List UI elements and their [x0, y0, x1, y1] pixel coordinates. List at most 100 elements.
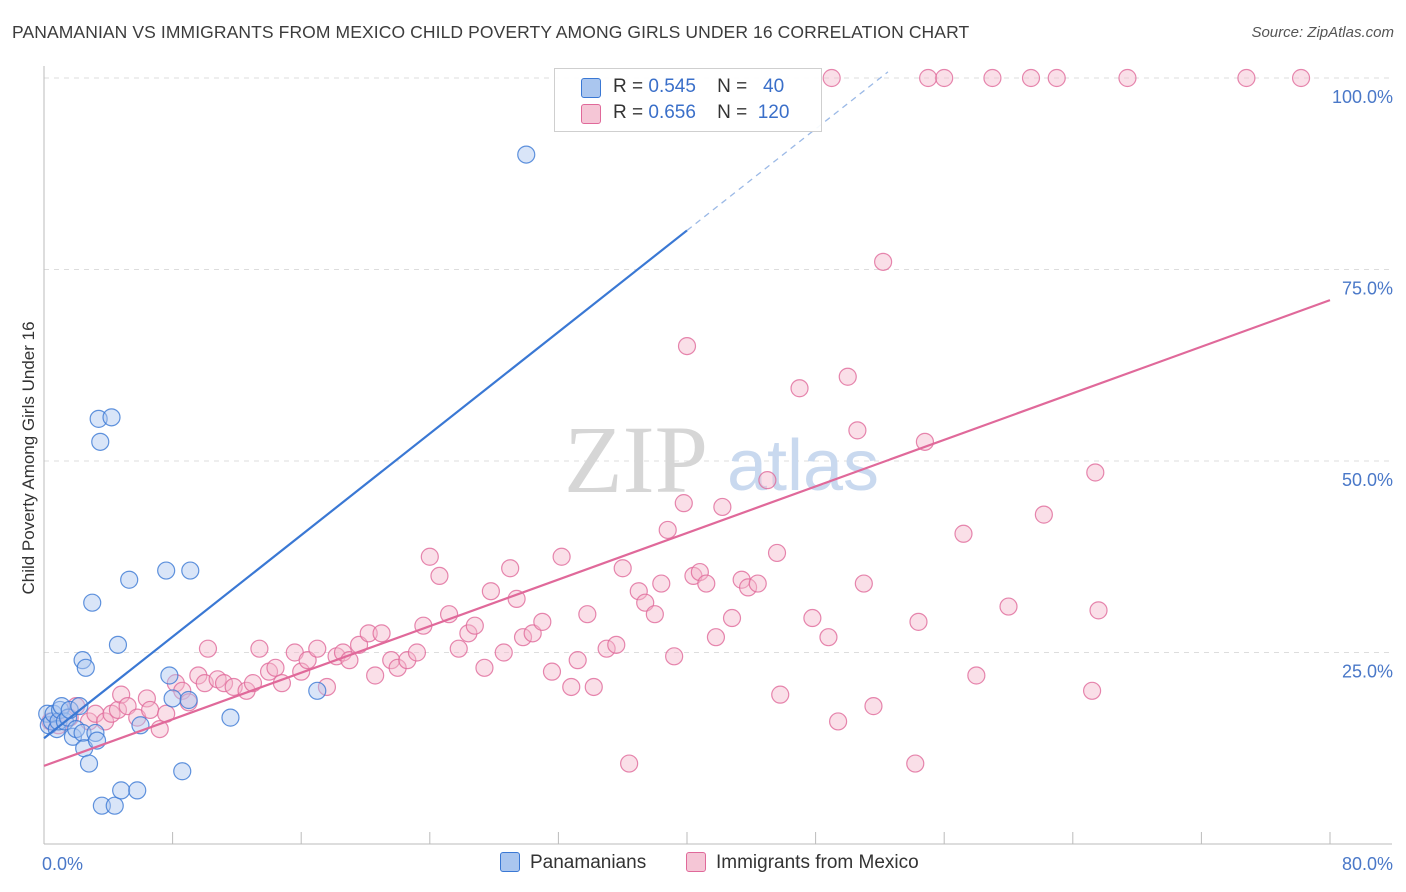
- legend-r-value: 0.545: [648, 76, 696, 97]
- legend-r-label: R =: [613, 76, 644, 97]
- data-point: [1237, 68, 1256, 88]
- data-point: [584, 677, 603, 697]
- data-point: [250, 639, 269, 658]
- data-point: [407, 643, 427, 662]
- data-point: [597, 639, 616, 658]
- data-point: [83, 593, 102, 612]
- axes: [43, 66, 1392, 845]
- data-point: [738, 578, 758, 597]
- bottom-legend-panamanians: Panamanians: [500, 852, 646, 874]
- data-point: [308, 639, 327, 658]
- data-point: [420, 547, 439, 566]
- legend-swatch-pink: [581, 104, 601, 124]
- data-point: [308, 681, 327, 700]
- data-point: [1291, 68, 1311, 88]
- data-point: [919, 68, 938, 88]
- data-point: [475, 658, 494, 677]
- data-point: [983, 68, 1002, 88]
- legend-label-panamanians: Panamanians: [530, 852, 647, 873]
- data-point: [854, 574, 873, 593]
- x-tick-label: 80.0%: [1342, 854, 1393, 874]
- data-point: [105, 796, 124, 815]
- data-point: [562, 677, 581, 697]
- series-panamanians: [38, 145, 536, 815]
- data-point: [790, 379, 809, 398]
- data-point: [243, 674, 263, 693]
- data-point: [366, 666, 385, 685]
- legend-n-label: N =: [717, 76, 748, 97]
- legend-swatch-blue: [500, 852, 520, 872]
- grid-lines: [44, 77, 1392, 653]
- data-point: [91, 432, 110, 451]
- data-point: [819, 628, 838, 647]
- data-point: [771, 685, 790, 704]
- data-point: [1086, 463, 1105, 482]
- data-point: [568, 651, 587, 670]
- data-point: [1118, 68, 1137, 88]
- data-point: [954, 524, 973, 543]
- legend-r-label: R =: [613, 102, 644, 123]
- data-point: [629, 582, 648, 601]
- data-point: [112, 685, 131, 704]
- data-point: [140, 700, 160, 720]
- data-point: [822, 68, 841, 88]
- data-point: [713, 497, 732, 517]
- data-point: [767, 543, 787, 563]
- data-point: [79, 754, 99, 773]
- data-point: [372, 624, 391, 643]
- data-point: [909, 612, 928, 631]
- data-point: [92, 796, 111, 815]
- correlation-legend: R = 0.545 N = 40 R = 0.656 N = 120: [554, 68, 822, 132]
- data-point: [758, 471, 777, 490]
- trend-line-panamanians: [43, 229, 688, 740]
- watermark-atlas: atlas: [727, 426, 879, 506]
- data-point: [128, 781, 147, 800]
- legend-r-value: 0.656: [648, 102, 696, 123]
- trend-line-immigrants-from-mexico: [43, 299, 1331, 767]
- data-point: [359, 624, 378, 643]
- tick-labels: 25.0% 50.0% 75.0% 100.0% 0.0% 80.0%: [42, 87, 1393, 874]
- data-point: [697, 574, 716, 593]
- data-point: [430, 566, 449, 586]
- data-point: [137, 689, 156, 708]
- data-point: [481, 582, 500, 601]
- data-point: [542, 662, 562, 681]
- data-point: [449, 639, 468, 658]
- data-point: [214, 674, 234, 693]
- data-point: [613, 559, 632, 578]
- trend-lines: [43, 71, 1331, 767]
- y-tick-label: 50.0%: [1342, 470, 1393, 490]
- data-point: [848, 421, 867, 440]
- data-point: [578, 605, 597, 624]
- trend-line-panamanians-extension: [686, 71, 889, 231]
- legend-n-label: N =: [717, 102, 748, 123]
- data-point: [967, 666, 986, 685]
- data-point: [665, 647, 684, 666]
- data-point: [803, 608, 822, 628]
- source-label: Source: ZipAtlas.com: [1251, 24, 1394, 41]
- data-point: [494, 643, 513, 662]
- data-point: [86, 723, 105, 743]
- data-point: [838, 367, 857, 386]
- data-point: [86, 704, 105, 723]
- data-point: [1082, 681, 1102, 700]
- data-point: [748, 574, 767, 593]
- y-tick-label: 100.0%: [1332, 87, 1393, 107]
- data-point: [73, 723, 92, 743]
- data-point: [1089, 601, 1108, 620]
- data-point: [1034, 505, 1053, 524]
- data-point: [620, 754, 639, 773]
- y-axis-label: Child Poverty Among Girls Under 16: [19, 321, 38, 594]
- data-point: [388, 658, 407, 677]
- data-point: [874, 252, 893, 271]
- data-point: [674, 494, 693, 513]
- data-point: [266, 658, 285, 677]
- data-point: [935, 68, 954, 88]
- data-point: [864, 697, 883, 716]
- legend-swatch-pink: [686, 852, 706, 872]
- legend-n-value: 120: [757, 102, 790, 123]
- y-tick-label: 25.0%: [1342, 662, 1393, 682]
- data-point: [652, 574, 671, 593]
- data-point: [163, 689, 182, 708]
